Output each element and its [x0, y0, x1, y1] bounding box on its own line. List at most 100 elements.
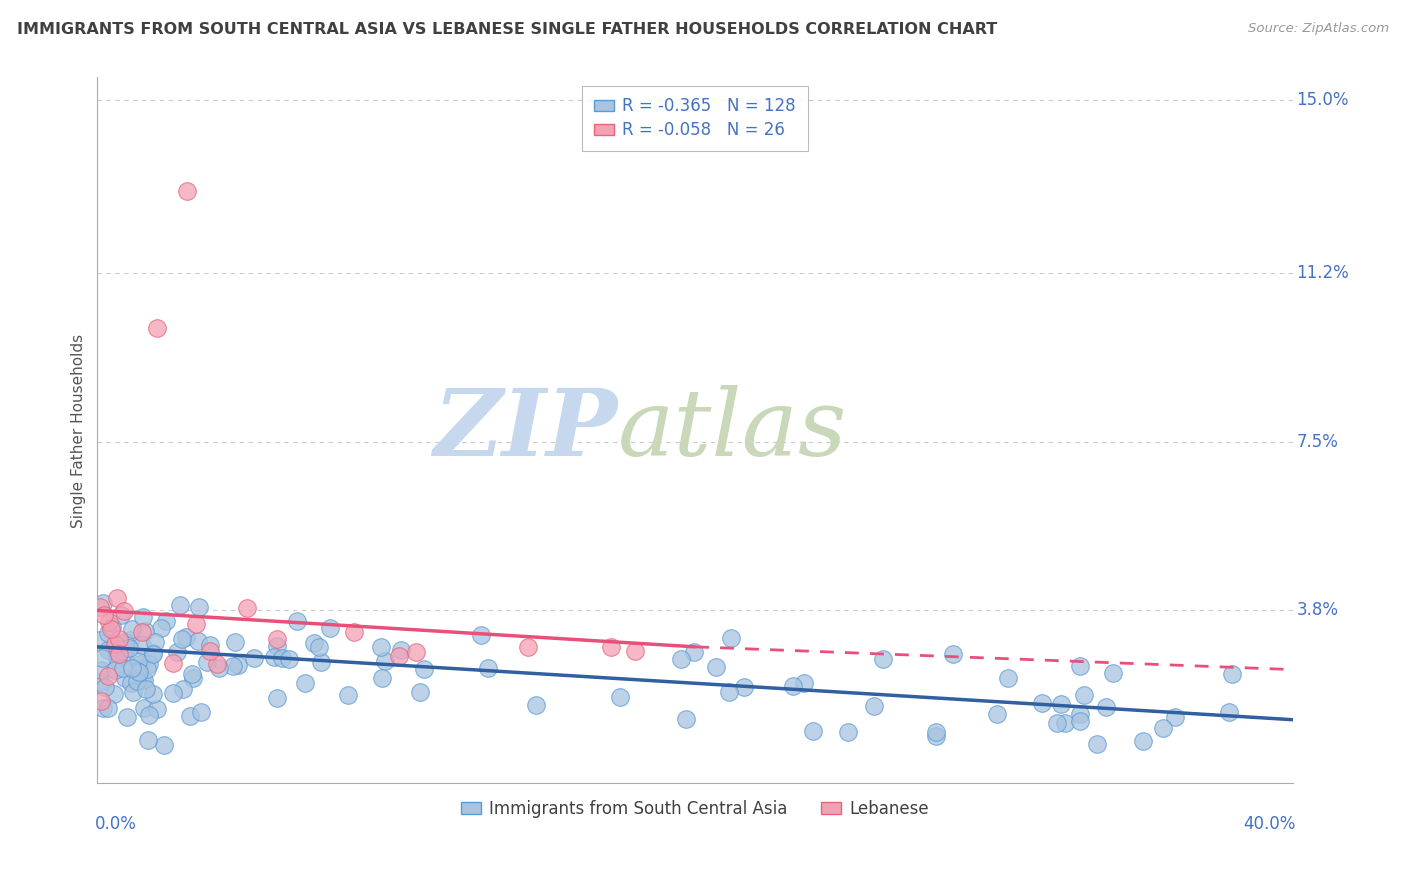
Point: [1069, 714, 1091, 728]
Point: [97, 669, 120, 683]
Point: [115, 710, 138, 724]
Point: [343, 624, 366, 639]
Point: [138, 657, 160, 671]
Point: [112, 604, 135, 618]
Point: [136, 662, 159, 676]
Point: [162, 656, 184, 670]
Point: [1069, 706, 1091, 721]
Point: [336, 689, 359, 703]
Point: [308, 640, 330, 654]
Point: [1094, 700, 1116, 714]
Point: [89, 632, 111, 647]
Point: [609, 690, 631, 705]
Point: [132, 700, 155, 714]
Point: [179, 708, 201, 723]
Point: [153, 738, 176, 752]
Point: [1046, 715, 1069, 730]
Text: Source: ZipAtlas.com: Source: ZipAtlas.com: [1249, 22, 1389, 36]
Point: [319, 621, 342, 635]
Point: [134, 673, 156, 687]
Point: [374, 654, 396, 668]
Point: [114, 640, 136, 655]
Point: [285, 614, 308, 628]
Point: [90, 663, 112, 677]
Point: [243, 651, 266, 665]
Point: [195, 655, 218, 669]
Point: [683, 645, 706, 659]
Point: [176, 631, 198, 645]
Point: [599, 640, 621, 654]
Point: [1102, 665, 1125, 680]
Y-axis label: Single Father Households: Single Father Households: [72, 334, 86, 527]
Point: [1085, 737, 1108, 751]
Point: [925, 725, 948, 739]
Point: [131, 638, 153, 652]
Text: 11.2%: 11.2%: [1296, 264, 1350, 282]
Point: [149, 621, 172, 635]
Point: [675, 712, 697, 726]
Point: [986, 707, 1008, 722]
Point: [863, 698, 886, 713]
Point: [235, 601, 257, 615]
Legend: Immigrants from South Central Asia, Lebanese: Immigrants from South Central Asia, Leba…: [451, 790, 939, 828]
Point: [266, 690, 288, 705]
Point: [146, 321, 169, 335]
Point: [266, 640, 288, 654]
Point: [623, 644, 645, 658]
Point: [91, 651, 114, 665]
Point: [837, 725, 859, 739]
Point: [172, 682, 194, 697]
Point: [142, 687, 165, 701]
Point: [1073, 688, 1095, 702]
Point: [135, 681, 157, 696]
Point: [111, 661, 134, 675]
Point: [121, 661, 143, 675]
Text: 7.5%: 7.5%: [1296, 433, 1339, 450]
Point: [200, 643, 222, 657]
Point: [925, 729, 948, 743]
Point: [176, 184, 198, 198]
Point: [669, 652, 692, 666]
Point: [1132, 734, 1154, 748]
Point: [89, 674, 111, 689]
Point: [184, 617, 207, 632]
Point: [129, 657, 152, 672]
Point: [516, 640, 538, 654]
Point: [1049, 697, 1071, 711]
Point: [1218, 705, 1240, 719]
Point: [405, 645, 427, 659]
Point: [110, 640, 132, 654]
Point: [263, 649, 285, 664]
Point: [127, 654, 149, 668]
Point: [114, 671, 136, 685]
Point: [101, 620, 124, 634]
Point: [187, 599, 209, 614]
Point: [142, 646, 165, 660]
Point: [98, 615, 121, 629]
Point: [169, 598, 191, 612]
Text: 40.0%: 40.0%: [1243, 815, 1295, 833]
Point: [409, 684, 432, 698]
Point: [266, 632, 288, 646]
Point: [118, 632, 141, 647]
Point: [717, 684, 740, 698]
Point: [524, 698, 547, 713]
Text: atlas: atlas: [617, 385, 846, 475]
Point: [132, 610, 155, 624]
Point: [105, 591, 128, 605]
Point: [477, 661, 499, 675]
Point: [181, 667, 204, 681]
Point: [142, 647, 165, 661]
Point: [207, 657, 229, 672]
Point: [127, 673, 149, 688]
Text: ZIP: ZIP: [433, 385, 617, 475]
Text: 15.0%: 15.0%: [1296, 91, 1348, 109]
Point: [90, 694, 112, 708]
Point: [793, 676, 815, 690]
Point: [138, 708, 160, 723]
Point: [155, 614, 177, 628]
Point: [801, 724, 824, 739]
Point: [226, 657, 249, 672]
Point: [200, 639, 222, 653]
Point: [470, 628, 492, 642]
